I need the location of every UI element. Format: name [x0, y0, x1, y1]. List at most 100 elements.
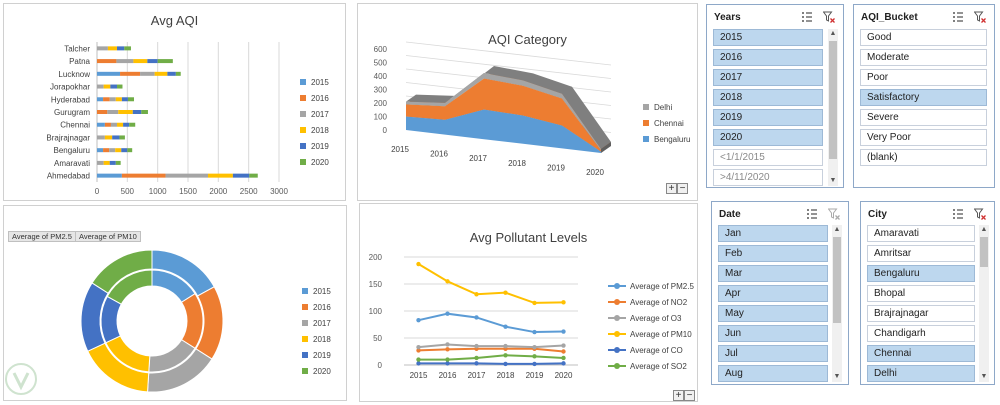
city-slicer-item[interactable]: Brajrajnagar [867, 305, 975, 322]
bar-segment [110, 84, 118, 89]
data-point [416, 348, 421, 353]
legend-swatch [302, 288, 308, 294]
month-slicer-item[interactable]: Jan [718, 225, 828, 242]
legend-label: 2015 [313, 286, 331, 296]
data-point [416, 261, 421, 267]
scroll-down-icon[interactable]: ▼ [829, 177, 837, 184]
years-slicer-scrollbar[interactable]: ▲ ▼ [828, 29, 838, 186]
watermark-logo-icon [5, 363, 37, 395]
scroll-up-icon[interactable]: ▲ [980, 226, 988, 233]
city-slicer-item[interactable]: Bengaluru [867, 265, 975, 282]
data-point [561, 343, 566, 348]
bar-segment [97, 173, 122, 178]
year-slicer-item[interactable]: 2016 [713, 49, 823, 66]
aqi-bucket-slicer-item[interactable]: Moderate [860, 49, 987, 66]
clear-filter-icon[interactable] [828, 208, 840, 220]
multi-select-icon[interactable] [801, 11, 813, 23]
scrollbar-thumb[interactable] [829, 41, 837, 159]
legend-swatch [608, 315, 626, 321]
legend-swatch [643, 104, 649, 110]
legend-label: Average of PM10 [630, 329, 692, 339]
month-slicer-item[interactable]: Feb [718, 245, 828, 262]
month-slicer-item[interactable]: May [718, 305, 828, 322]
zoom-in-button[interactable]: + [666, 183, 677, 194]
city-slicer[interactable]: City ▲ ▼ Amaravati Amritsar Bengaluru Bhopa… [860, 201, 995, 385]
aqi-bucket-slicer-item[interactable]: Severe [860, 109, 987, 126]
month-slicer-item[interactable]: Aug [718, 365, 828, 382]
aqi-bucket-slicer-item[interactable]: Satisfactory [860, 89, 987, 106]
scroll-up-icon[interactable]: ▲ [829, 30, 837, 37]
year-slicer-item[interactable]: 2017 [713, 69, 823, 86]
aqi-category-legend: Delhi Chennai Bengaluru [643, 99, 690, 147]
x-tick-label: 2016 [430, 150, 448, 159]
month-slicer-item[interactable]: Jul [718, 345, 828, 362]
scrollbar-thumb[interactable] [833, 237, 841, 323]
aqi-bucket-slicer-item[interactable]: Very Poor [860, 129, 987, 146]
city-slicer-item[interactable]: Chennai [867, 345, 975, 362]
bar-segment [165, 173, 209, 178]
year-slicer-item[interactable]: 2020 [713, 129, 823, 146]
year-slicer-item[interactable]: 2015 [713, 29, 823, 46]
aqi-bucket-slicer-item[interactable]: (blank) [860, 149, 987, 166]
clear-filter-icon[interactable] [974, 208, 986, 220]
legend-label: 2018 [313, 334, 331, 344]
multi-select-icon[interactable] [806, 208, 818, 220]
pivot-field-button-pm10[interactable]: Average of PM10 [75, 231, 141, 242]
bar-segment [127, 148, 133, 153]
pollutants-title: Avg Pollutant Levels [469, 230, 588, 245]
x-tick-label: 2019 [547, 163, 565, 172]
date-slicer[interactable]: Date ▲ ▼ Jan Feb Mar Apr May Jun Jul Aug [711, 201, 849, 385]
data-point [474, 361, 479, 366]
zoom-out-button[interactable]: − [684, 390, 695, 401]
year-slicer-item[interactable]: <1/1/2015 [713, 149, 823, 166]
clear-filter-icon[interactable] [823, 11, 835, 23]
donut-chart-panel[interactable]: 2015 2016 2017 2018 2019 2020 [3, 205, 347, 401]
year-slicer-item[interactable]: >4/11/2020 [713, 169, 823, 186]
year-slicer-item[interactable]: 2019 [713, 109, 823, 126]
city-slicer-item[interactable]: Chandigarh [867, 325, 975, 342]
bar-segment [97, 135, 105, 140]
scrollbar-thumb[interactable] [980, 237, 988, 267]
city-slicer-item[interactable]: Bhopal [867, 285, 975, 302]
years-slicer[interactable]: Years ▲ ▼ 2015 2016 2017 2018 2019 2020 <1/1/2… [706, 4, 844, 188]
legend-swatch [608, 363, 626, 369]
scroll-up-icon[interactable]: ▲ [833, 226, 841, 233]
date-slicer-scrollbar[interactable]: ▲ ▼ [832, 225, 842, 382]
data-point [503, 361, 508, 367]
legend-label: 2020 [311, 157, 329, 167]
legend-swatch [608, 331, 626, 337]
city-slicer-item[interactable]: Amaravati [867, 225, 975, 242]
bar-segment [123, 122, 130, 127]
series-line [418, 347, 564, 353]
clear-filter-icon[interactable] [974, 11, 986, 23]
avg-aqi-plot: 0 500 1000 1500 2000 2500 3000 Ahmedabad Amarava… [46, 42, 288, 196]
month-slicer-item[interactable]: Jun [718, 325, 828, 342]
zoom-in-button[interactable]: + [673, 390, 684, 401]
city-slicer-scrollbar[interactable]: ▲ ▼ [979, 225, 989, 382]
year-slicer-item[interactable]: 2018 [713, 89, 823, 106]
scroll-down-icon[interactable]: ▼ [833, 373, 841, 380]
city-slicer-item[interactable]: Delhi [867, 365, 975, 382]
pollutants-chart-panel[interactable]: Avg Pollutant Levels 0 50 100 150 200 2015 201… [359, 203, 698, 402]
bar-segment [120, 71, 141, 76]
bar-segment [97, 84, 104, 89]
aqi-bucket-slicer[interactable]: AQI_Bucket Good Moderate Poor Satisfactory S… [853, 4, 995, 188]
aqi-bucket-slicer-item[interactable]: Good [860, 29, 987, 46]
legend-swatch [300, 143, 306, 149]
pivot-field-button-pm25[interactable]: Average of PM2.5 [8, 231, 76, 242]
scroll-down-icon[interactable]: ▼ [980, 373, 988, 380]
aqi-bucket-slicer-item[interactable]: Poor [860, 69, 987, 86]
aqi-category-chart-panel[interactable]: AQI Category 0 100 200 300 400 500 600 2015 2016… [357, 3, 698, 201]
multi-select-icon[interactable] [952, 208, 964, 220]
data-point [474, 292, 479, 297]
multi-select-icon[interactable] [952, 11, 964, 23]
zoom-out-button[interactable]: − [677, 183, 688, 194]
month-slicer-item[interactable]: Mar [718, 265, 828, 282]
city-slicer-item[interactable]: Amritsar [867, 245, 975, 262]
avg-aqi-chart-panel[interactable]: Avg AQI 0 500 1000 1500 2000 2500 3000 Ahmedaba… [3, 3, 346, 201]
x-tick-label: 2000 [209, 187, 227, 196]
data-point [445, 347, 450, 352]
avg-aqi-title: Avg AQI [150, 13, 199, 28]
month-slicer-item[interactable]: Apr [718, 285, 828, 302]
bar-segment [109, 97, 116, 102]
